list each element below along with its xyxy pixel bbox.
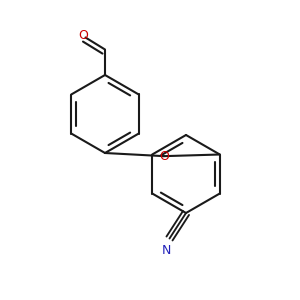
Text: O: O	[78, 28, 88, 42]
Text: N: N	[162, 244, 171, 257]
Text: O: O	[159, 150, 169, 163]
